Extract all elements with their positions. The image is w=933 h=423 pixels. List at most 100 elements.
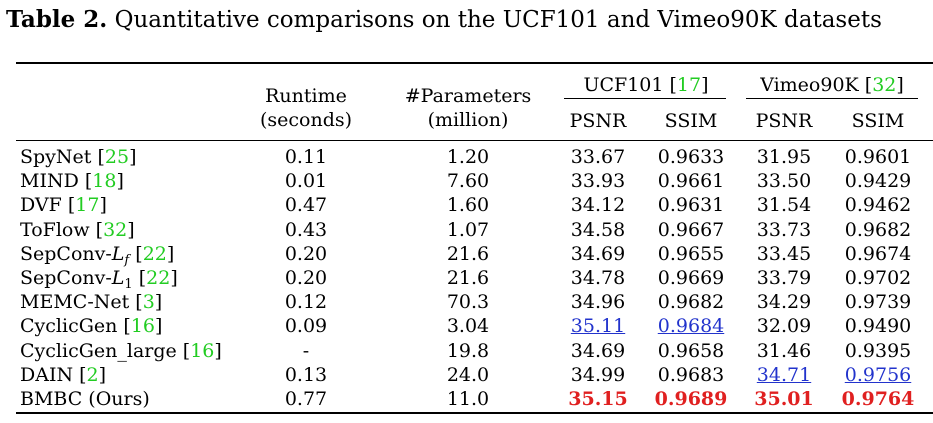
method-name: CyclicGen bbox=[20, 315, 118, 338]
vim-psnr-cell: 31.54 bbox=[756, 194, 812, 217]
method-citation: 16 bbox=[190, 339, 215, 362]
top-rule bbox=[16, 62, 933, 64]
vim-psnr-cell: 34.29 bbox=[756, 291, 812, 314]
method-cell: CyclicGen [16] bbox=[20, 315, 163, 338]
method-name: SepConv- bbox=[20, 242, 112, 265]
caption-label: Table 2. bbox=[6, 6, 108, 33]
vim-ssim-cell: 0.9395 bbox=[844, 339, 912, 362]
ucf-psnr-cell: 34.12 bbox=[570, 194, 626, 217]
params-cell: 70.3 bbox=[446, 291, 490, 314]
ucf-psnr-cell: 34.96 bbox=[570, 291, 626, 314]
vim-psnr-cell: 35.01 bbox=[754, 388, 814, 410]
method-citation: 2 bbox=[86, 363, 99, 386]
params-cell: 11.0 bbox=[446, 388, 490, 410]
runtime-cell: - bbox=[302, 339, 310, 362]
vimeo-ssim-header: SSIM bbox=[851, 110, 905, 132]
vim-ssim-cell: 0.9674 bbox=[844, 242, 912, 265]
params-cell: 1.60 bbox=[446, 194, 490, 217]
method-name: MEMC-Net bbox=[20, 291, 130, 314]
ucf-ssim-cell: 0.9669 bbox=[657, 267, 725, 289]
vim-ssim-cell: 0.9702 bbox=[844, 267, 912, 289]
vim-ssim-cell: 0.9764 bbox=[841, 388, 915, 410]
ucf-psnr-cell: 33.67 bbox=[570, 146, 626, 168]
runtime-cell: 0.43 bbox=[284, 218, 328, 241]
method-name: ToFlow bbox=[20, 218, 90, 241]
method-cell: CyclicGen_large [16] bbox=[20, 339, 222, 362]
ucf-ssim-cell: 0.9661 bbox=[657, 170, 725, 193]
params-header-line2: (million) bbox=[427, 109, 509, 131]
runtime-cell: 0.12 bbox=[284, 291, 328, 314]
method-symbol: L bbox=[111, 267, 125, 289]
runtime-cell: 0.20 bbox=[284, 242, 328, 265]
ucf-dataset-header: UCF101 [17] bbox=[583, 74, 709, 96]
params-header: #Parameters (million) bbox=[405, 84, 532, 132]
runtime-cell: 0.01 bbox=[284, 170, 328, 193]
ucf-psnr-cell: 33.93 bbox=[570, 170, 626, 193]
ucf-psnr-cell: 34.69 bbox=[570, 339, 626, 362]
ucf-ssim-cell: 0.9683 bbox=[657, 363, 725, 386]
vimeo-dataset-header: Vimeo90K [32] bbox=[760, 74, 904, 96]
vimeo-name: Vimeo90K bbox=[760, 74, 859, 96]
method-name: MIND bbox=[20, 170, 79, 193]
ucf-psnr-cell: 35.11 bbox=[570, 315, 626, 338]
runtime-cell: 0.20 bbox=[284, 267, 328, 289]
ucf-psnr-cell: 35.15 bbox=[568, 388, 628, 410]
method-name: SepConv- bbox=[20, 267, 112, 289]
vim-ssim-cell: 0.9756 bbox=[844, 363, 912, 386]
ucf-psnr-cell: 34.78 bbox=[570, 267, 626, 289]
runtime-cell: 0.13 bbox=[284, 363, 328, 386]
method-cell: ToFlow [32] bbox=[20, 218, 135, 241]
params-cell: 1.20 bbox=[446, 146, 490, 168]
method-cell: SepConv-L1 [22] bbox=[20, 267, 178, 292]
vim-ssim-cell: 0.9739 bbox=[844, 291, 912, 314]
runtime-header-line2: (seconds) bbox=[259, 109, 353, 131]
ucf-ssim-cell: 0.9682 bbox=[657, 291, 725, 314]
method-name: DVF bbox=[20, 194, 62, 217]
runtime-cell: 0.09 bbox=[284, 315, 328, 338]
vim-psnr-cell: 31.95 bbox=[756, 146, 812, 168]
method-cell: SpyNet [25] bbox=[20, 146, 137, 168]
vim-ssim-cell: 0.9462 bbox=[844, 194, 912, 217]
caption-text: Quantitative comparisons on the UCF101 a… bbox=[114, 7, 882, 33]
params-cell: 7.60 bbox=[446, 170, 490, 193]
params-cell: 24.0 bbox=[446, 363, 490, 386]
ucf-ssim-cell: 0.9658 bbox=[657, 339, 725, 362]
method-cell: SepConv-Lf [22] bbox=[20, 242, 175, 268]
ucf-psnr-cell: 34.99 bbox=[570, 363, 626, 386]
vim-psnr-cell: 33.45 bbox=[756, 242, 812, 265]
method-citation: 18 bbox=[92, 170, 117, 193]
vim-psnr-cell: 33.50 bbox=[756, 170, 812, 193]
vim-ssim-cell: 0.9601 bbox=[844, 146, 912, 168]
params-cell: 21.6 bbox=[446, 267, 490, 289]
vim-psnr-cell: 33.79 bbox=[756, 267, 812, 289]
method-name: CyclicGen_large bbox=[20, 339, 177, 362]
vim-psnr-cell: 33.73 bbox=[756, 218, 812, 241]
runtime-cell: 0.77 bbox=[284, 388, 328, 410]
ucf-ssim-cell: 0.9631 bbox=[657, 194, 725, 217]
ucf-psnr-cell: 34.58 bbox=[570, 218, 626, 241]
vim-psnr-cell: 31.46 bbox=[756, 339, 812, 362]
ucf-ssim-cell: 0.9684 bbox=[657, 315, 725, 338]
runtime-header-line1: Runtime bbox=[265, 85, 347, 107]
ucf-psnr-header: PSNR bbox=[569, 110, 627, 132]
method-citation: 3 bbox=[142, 291, 155, 314]
params-header-line1: #Parameters bbox=[404, 85, 532, 107]
vimeo-citation: 32 bbox=[872, 74, 897, 96]
method-name: DAIN bbox=[20, 363, 74, 386]
params-cell: 21.6 bbox=[446, 242, 490, 265]
vim-ssim-cell: 0.9429 bbox=[844, 170, 912, 193]
method-citation: 32 bbox=[103, 218, 128, 241]
ucf-ssim-cell: 0.9633 bbox=[657, 146, 725, 168]
method-cell: MEMC-Net [3] bbox=[20, 291, 163, 314]
method-subscript: 1 bbox=[124, 277, 133, 292]
method-cell: BMBC (Ours) bbox=[20, 388, 150, 410]
vim-ssim-cell: 0.9682 bbox=[844, 218, 912, 241]
method-citation: 25 bbox=[104, 146, 130, 168]
method-symbol: L bbox=[111, 242, 125, 265]
ucf-ssim-cell: 0.9667 bbox=[657, 218, 725, 241]
vim-psnr-cell: 32.09 bbox=[756, 315, 812, 338]
vim-psnr-cell: 34.71 bbox=[756, 363, 812, 386]
ucf-ssim-cell: 0.9655 bbox=[657, 242, 725, 265]
method-cell: MIND [18] bbox=[20, 170, 124, 193]
method-subscript: f bbox=[124, 252, 130, 268]
